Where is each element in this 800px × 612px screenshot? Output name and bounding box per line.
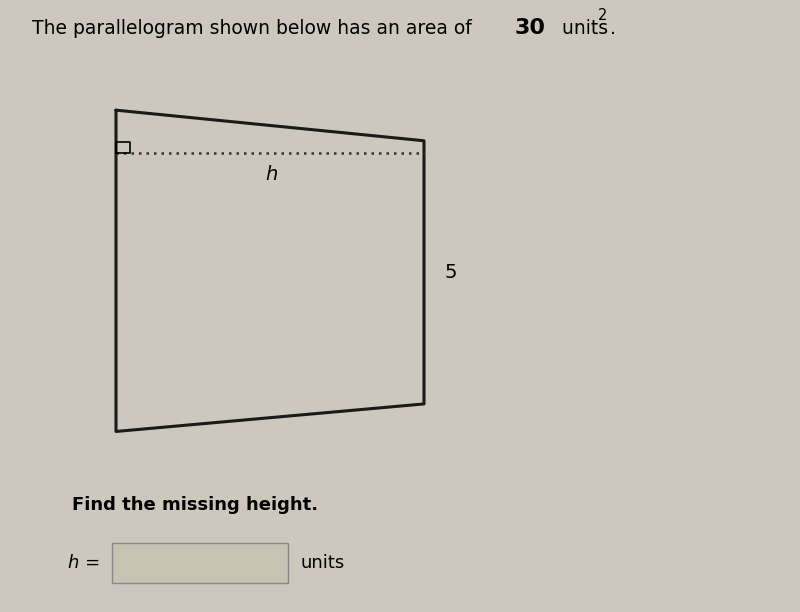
- Text: units: units: [300, 554, 344, 572]
- Text: h =: h =: [68, 554, 100, 572]
- Bar: [112, 543, 288, 583]
- Text: units: units: [556, 18, 608, 38]
- Text: 5: 5: [444, 263, 457, 282]
- Text: 30: 30: [514, 18, 546, 38]
- Text: Find the missing height.: Find the missing height.: [72, 496, 318, 514]
- Text: The parallelogram shown below has an area of: The parallelogram shown below has an are…: [32, 18, 478, 38]
- Text: 2: 2: [598, 8, 607, 23]
- Text: .: .: [610, 18, 615, 38]
- Text: h: h: [266, 165, 278, 184]
